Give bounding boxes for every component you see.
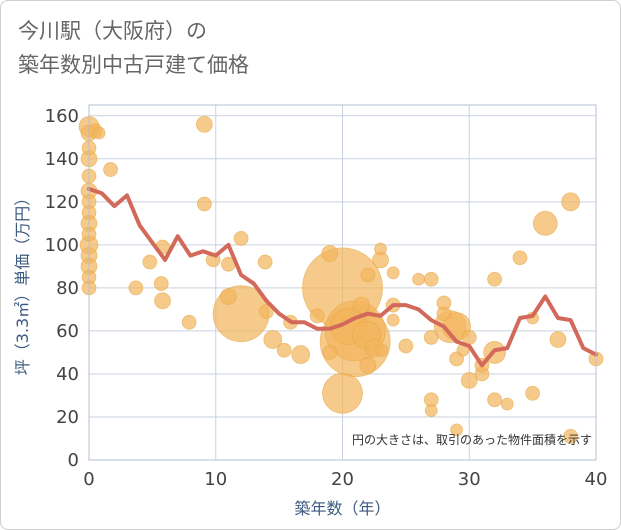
chart-title-line1: 今川駅（大阪府）の [18, 19, 207, 43]
data-bubble [291, 345, 311, 364]
data-bubble [423, 329, 439, 345]
data-bubble [412, 272, 425, 286]
y-axis-ticks: 0 20 40 60 80 100 120 140 160 [45, 106, 79, 471]
x-axis-ticks: 0 10 20 30 40 [83, 469, 607, 490]
y-tick-label: 20 [56, 407, 79, 428]
y-tick-label: 40 [56, 364, 79, 385]
data-bubble [128, 280, 144, 296]
data-bubble [398, 338, 414, 354]
data-bubble [512, 250, 528, 266]
data-bubble [322, 372, 363, 414]
chart-title-line2: 築年数別中古戸建て価格 [18, 53, 249, 77]
average-price-line [87, 186, 598, 368]
data-bubble [424, 404, 438, 417]
data-bubble [563, 428, 579, 444]
y-tick-label: 60 [56, 321, 79, 342]
data-bubble [153, 276, 169, 291]
data-bubble [321, 245, 339, 262]
data-bubble [276, 342, 292, 358]
data-bubble [103, 162, 118, 177]
y-axis-label: 坪（3.3㎡）単価（万円） [13, 190, 32, 375]
data-bubble [360, 267, 376, 283]
data-bubble [353, 296, 370, 314]
data-bubble [500, 397, 514, 411]
data-bubble [549, 331, 567, 348]
data-bubble [181, 314, 197, 330]
data-bubble [436, 295, 452, 311]
average-line-series [87, 186, 598, 368]
chart-title: 今川駅（大阪府）の 築年数別中古戸建て価格 [18, 14, 249, 82]
data-bubble [386, 313, 400, 327]
x-tick-label: 20 [331, 469, 354, 490]
y-tick-label: 0 [68, 450, 79, 471]
y-tick-label: 80 [56, 278, 79, 299]
data-bubble [196, 196, 212, 212]
data-bubble [487, 271, 503, 287]
data-bubble [375, 343, 389, 357]
data-bubble [487, 392, 503, 408]
data-bubble [92, 126, 106, 140]
x-tick-label: 0 [83, 469, 94, 490]
data-bubble [386, 266, 400, 280]
data-bubble [561, 192, 581, 212]
bubble-series [78, 115, 604, 444]
data-bubble [525, 385, 541, 401]
data-bubble [374, 242, 387, 256]
plot-area-border [88, 104, 597, 461]
x-tick-label: 30 [458, 469, 481, 490]
data-bubble [450, 423, 463, 437]
data-bubble [257, 254, 273, 270]
data-bubble [423, 271, 439, 287]
x-axis-label: 築年数（年） [294, 499, 390, 518]
y-tick-label: 160 [45, 106, 79, 127]
data-bubble [460, 371, 478, 389]
x-tick-label: 40 [585, 469, 608, 490]
data-bubble [220, 288, 237, 305]
data-bubble [309, 308, 325, 324]
data-bubble [359, 356, 377, 374]
data-bubble [233, 230, 249, 246]
y-tick-label: 100 [45, 235, 79, 256]
data-bubble [263, 330, 283, 349]
data-bubble [322, 345, 338, 360]
data-bubble [154, 292, 171, 310]
x-tick-label: 10 [204, 469, 227, 490]
data-bubble [259, 304, 274, 319]
data-bubble [532, 210, 558, 236]
bubble-size-note: 円の大きさは、取引のあった物件面積を示す [352, 432, 592, 447]
y-tick-label: 140 [45, 149, 79, 170]
data-bubble [195, 115, 213, 133]
data-bubble [142, 254, 158, 270]
y-tick-label: 120 [45, 192, 79, 213]
